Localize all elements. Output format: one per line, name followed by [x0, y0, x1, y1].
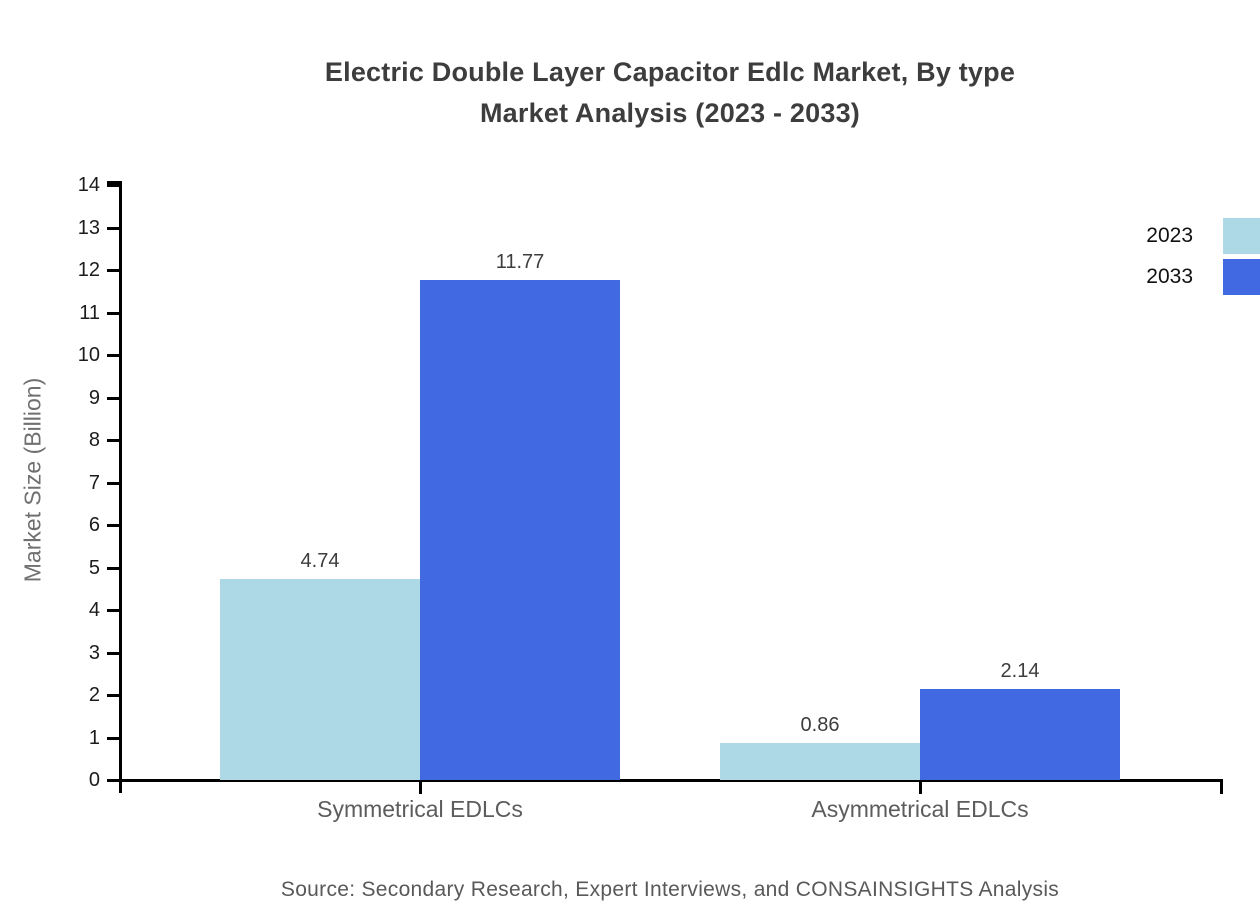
- y-tick: [107, 311, 120, 315]
- y-tick: [107, 184, 120, 187]
- y-axis-line: [119, 181, 122, 793]
- y-tick: [107, 779, 120, 782]
- bar-value-label: 4.74: [300, 549, 340, 572]
- legend-item-2033: 2033: [1146, 259, 1260, 295]
- y-tick-label: 2: [88, 684, 100, 706]
- chart-title-line1: Electric Double Layer Capacitor Edlc Mar…: [324, 57, 1016, 87]
- y-tick: [107, 354, 120, 357]
- x-axis-line: [119, 779, 1223, 782]
- source-note: Source: Secondary Research, Expert Inter…: [280, 878, 1060, 901]
- bar-value-label: 2.14: [1000, 660, 1040, 683]
- y-axis-end-cap: [107, 181, 120, 184]
- y-tick-label: 3: [88, 641, 100, 664]
- legend-swatch-2023: [1223, 218, 1260, 254]
- y-tick-label: 6: [88, 514, 100, 536]
- bar-symmetrical-edlcs-2023: [220, 578, 420, 780]
- x-axis-end-cap: [1220, 782, 1223, 794]
- y-tick-label: 5: [88, 556, 100, 579]
- y-tick-label: 14: [77, 174, 100, 196]
- bar-value-label: 11.77: [495, 250, 545, 273]
- y-tick: [107, 439, 120, 442]
- x-tick: [919, 782, 922, 794]
- y-tick-label: 12: [77, 259, 100, 281]
- bar-symmetrical-edlcs-2033: [420, 279, 620, 780]
- y-tick: [107, 269, 120, 272]
- y-tick-label: 1: [88, 726, 100, 749]
- bar-asymmetrical-edlcs-2023: [720, 743, 920, 780]
- y-tick: [107, 736, 120, 740]
- y-tick: [107, 524, 120, 527]
- y-tick-label: 10: [77, 344, 100, 366]
- y-tick: [107, 694, 120, 697]
- y-tick: [107, 651, 120, 655]
- y-tick: [107, 396, 120, 400]
- x-tick: [419, 782, 422, 794]
- y-tick-label: 9: [88, 386, 100, 409]
- y-tick: [107, 566, 120, 570]
- bar-asymmetrical-edlcs-2033: [920, 689, 1120, 780]
- y-tick: [107, 609, 120, 612]
- y-tick-label: 13: [77, 216, 100, 239]
- y-tick-label: 4: [88, 599, 100, 621]
- x-category-label-asymmetrical-edlcs: Asymmetrical EDLCs: [811, 796, 1029, 822]
- legend-label: 2023: [1146, 224, 1193, 247]
- y-tick-label: 8: [88, 429, 100, 451]
- y-tick-label: 0: [88, 769, 100, 791]
- y-tick: [107, 226, 120, 230]
- legend-item-2023: 2023: [1146, 218, 1260, 254]
- bar-value-label: 0.86: [800, 714, 840, 737]
- y-tick: [107, 481, 120, 485]
- legend: 2023 2033: [1146, 218, 1260, 300]
- chart-title: Electric Double Layer Capacitor Edlc Mar…: [80, 52, 1260, 134]
- x-category-label-symmetrical-edlcs: Symmetrical EDLCs: [317, 796, 523, 822]
- y-tick-label: 11: [79, 301, 100, 324]
- y-tick-label: 7: [88, 471, 100, 494]
- legend-label: 2033: [1146, 265, 1193, 288]
- legend-swatch-2033: [1223, 259, 1260, 295]
- chart-title-line2: Market Analysis (2023 - 2033): [479, 98, 860, 128]
